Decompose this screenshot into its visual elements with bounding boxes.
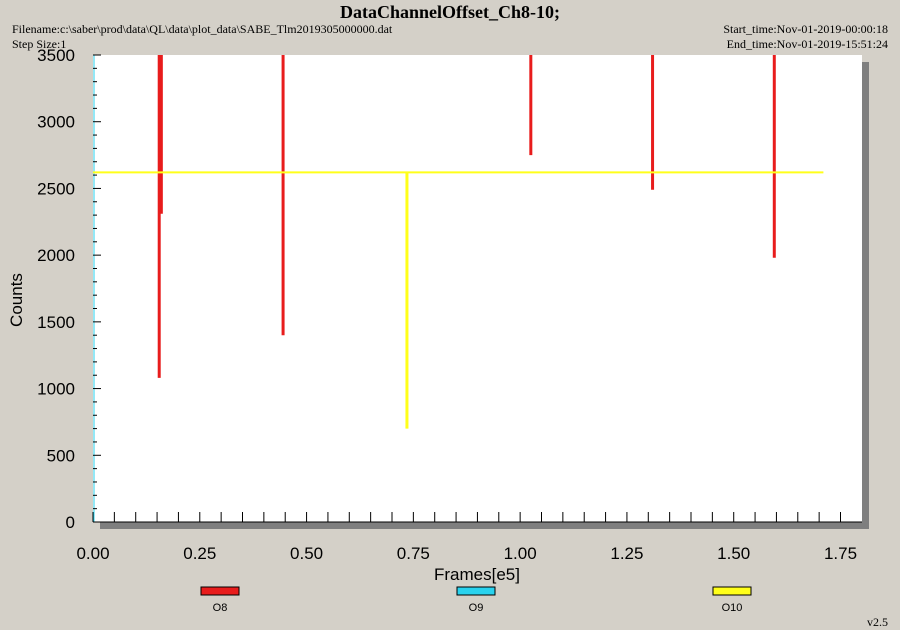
legend: O8 O9 O10 [200,586,752,614]
filename-label: Filename:c:\saber\prod\data\QL\data\plot… [12,22,393,36]
series-layer [93,55,824,429]
x-tick-label: 1.75 [824,544,857,563]
x-tick-label: 0.00 [76,544,109,563]
legend-swatch-O9 [456,586,496,596]
y-tick-label: 500 [47,446,75,465]
chart-title: DataChannelOffset_Ch8-10; [340,2,560,22]
legend-swatch-O8 [200,586,240,596]
start-time-label: Start_time:Nov-01-2019-00:00:18 [723,22,888,36]
y-tick-label: 2000 [37,246,75,265]
y-tick-label: 3500 [37,46,75,65]
tick-marks [92,54,862,523]
x-tick-label: 1.00 [504,544,537,563]
legend-swatch-O10 [712,586,752,596]
x-tick-label: 0.50 [290,544,323,563]
version-label: v2.5 [867,615,888,629]
x-tick-labels: 0.00 0.25 0.50 0.75 1.00 1.25 1.50 1.75 [76,544,857,563]
end-time-label: End_time:Nov-01-2019-15:51:24 [726,37,888,51]
y-tick-label: 0 [66,513,75,532]
legend-label-O10: O10 [722,602,743,614]
x-tick-label: 0.25 [183,544,216,563]
step-size-label: Step Size:1 [12,37,67,51]
y-tick-labels: 0 500 1000 1500 2000 2500 3000 3500 [37,46,75,532]
y-axis-label: Counts [7,273,26,327]
legend-label-O9: O9 [469,602,484,614]
y-tick-label: 3000 [37,113,75,132]
y-tick-label: 2500 [37,179,75,198]
y-tick-label: 1500 [37,313,75,332]
x-tick-label: 0.75 [397,544,430,563]
plot-area [93,55,862,522]
y-tick-label: 1000 [37,380,75,399]
legend-label-O8: O8 [213,602,228,614]
x-tick-label: 1.25 [610,544,643,563]
x-tick-label: 1.50 [717,544,750,563]
x-axis-label: Frames[e5] [434,565,520,584]
